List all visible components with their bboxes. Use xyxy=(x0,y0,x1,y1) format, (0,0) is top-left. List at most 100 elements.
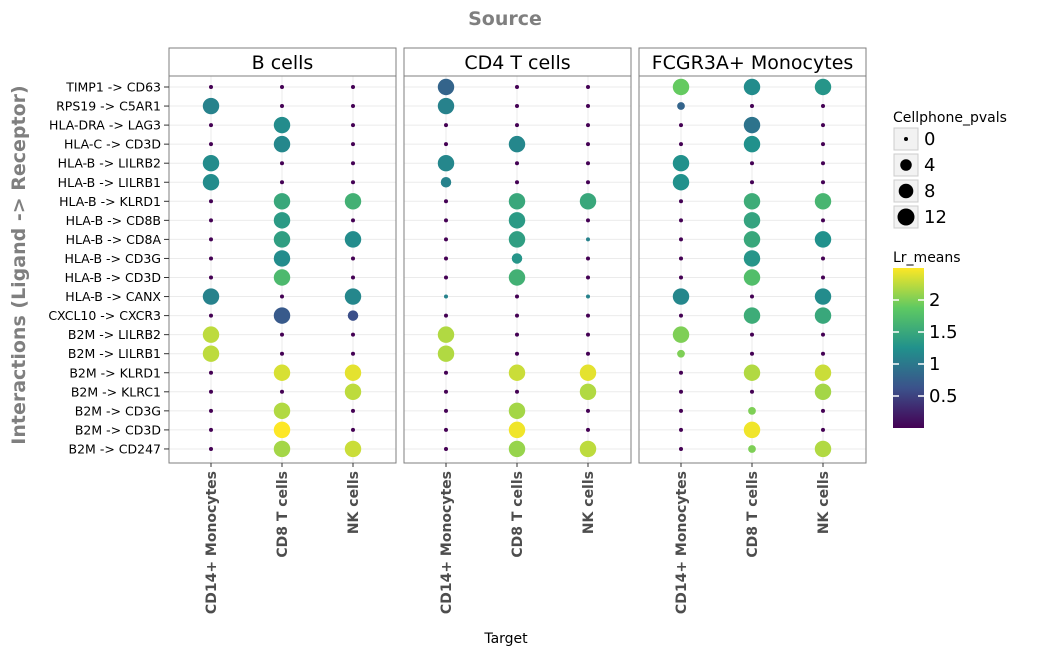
y-tick-label: HLA-B -> KLRD1 xyxy=(59,194,161,209)
data-point xyxy=(344,231,362,248)
data-point xyxy=(743,193,761,210)
data-point xyxy=(344,364,362,381)
data-point xyxy=(586,161,590,166)
data-point xyxy=(515,389,519,394)
data-point xyxy=(202,97,220,115)
data-point xyxy=(743,212,761,229)
y-tick-label: HLA-B -> CD8A xyxy=(66,232,162,247)
y-tick-label: HLA-B -> CD3D xyxy=(65,270,161,285)
data-point xyxy=(679,427,683,432)
data-point xyxy=(202,174,220,191)
colorbar xyxy=(893,268,924,428)
colorbar-tick-label: 2 xyxy=(929,290,940,311)
data-point xyxy=(508,135,526,153)
data-point xyxy=(344,193,362,210)
data-point xyxy=(679,123,683,128)
data-point xyxy=(743,231,761,248)
colorbar-tick-label: 1 xyxy=(929,354,940,375)
data-point xyxy=(743,135,761,153)
data-point xyxy=(280,332,284,337)
data-point xyxy=(273,440,291,458)
data-point xyxy=(679,275,683,280)
x-tick-label: CD14+ Monocytes xyxy=(204,471,220,614)
data-point xyxy=(209,142,213,147)
data-point xyxy=(586,142,590,147)
y-tick-label: HLA-B -> LILRB1 xyxy=(58,175,161,190)
data-point xyxy=(515,351,519,356)
data-point xyxy=(515,104,519,109)
data-point xyxy=(750,104,754,109)
data-point xyxy=(508,193,526,210)
facet-label: B cells xyxy=(252,52,314,74)
y-tick-label: B2M -> CD3D xyxy=(75,422,161,437)
y-tick-label: B2M -> CD3G xyxy=(75,403,161,418)
data-point xyxy=(586,275,590,280)
data-point xyxy=(814,440,832,458)
data-point xyxy=(437,78,455,96)
x-tick-label: NK cells xyxy=(581,471,597,534)
size-legend-label: 12 xyxy=(924,207,947,228)
data-point xyxy=(750,161,754,166)
data-point xyxy=(444,370,448,375)
data-point xyxy=(344,383,362,401)
data-point xyxy=(273,135,291,153)
data-point xyxy=(586,332,590,337)
data-point xyxy=(344,440,362,458)
x-tick-label: CD14+ Monocytes xyxy=(674,471,690,614)
data-point xyxy=(679,313,683,318)
size-legend-label: 0 xyxy=(924,129,935,150)
data-point xyxy=(821,180,825,185)
data-point xyxy=(351,351,355,356)
data-point xyxy=(508,402,526,420)
y-tick-label: B2M -> KLRC1 xyxy=(71,384,161,399)
data-point xyxy=(351,275,355,280)
plot-area: B cells CD14+ Monocytes CD8 T cells NK cell… xyxy=(48,47,867,614)
data-point xyxy=(679,370,683,375)
data-point xyxy=(347,310,359,321)
data-point xyxy=(437,154,455,172)
data-point xyxy=(280,351,284,356)
data-point xyxy=(508,269,526,286)
size-legend-dot xyxy=(897,208,915,226)
data-point xyxy=(821,104,825,109)
y-tick-label: B2M -> KLRD1 xyxy=(69,365,161,380)
data-point xyxy=(748,445,756,453)
data-point xyxy=(586,104,590,109)
data-point xyxy=(209,237,213,242)
data-point xyxy=(508,440,526,458)
data-point xyxy=(280,389,284,394)
data-point xyxy=(280,161,284,166)
x-tick-label: CD14+ Monocytes xyxy=(439,471,455,614)
data-point xyxy=(814,193,832,210)
data-point xyxy=(273,250,291,267)
data-point xyxy=(508,364,526,381)
size-legend-title: Cellphone_pvals xyxy=(893,110,1007,126)
data-point xyxy=(280,180,284,185)
y-tick-label: B2M -> CD247 xyxy=(69,441,161,456)
data-point xyxy=(586,180,590,185)
data-point xyxy=(821,142,825,147)
data-point xyxy=(679,237,683,242)
facet-strip xyxy=(168,47,397,77)
y-tick-label: HLA-B -> CANX xyxy=(65,289,161,304)
data-point xyxy=(444,237,448,242)
data-point xyxy=(814,364,832,381)
data-point xyxy=(579,383,597,401)
data-point xyxy=(351,104,355,109)
data-point xyxy=(515,313,519,318)
data-point xyxy=(273,307,291,324)
data-point xyxy=(743,78,761,96)
data-point xyxy=(743,364,761,381)
data-point xyxy=(202,326,220,343)
data-point xyxy=(679,389,683,394)
data-point xyxy=(679,408,683,413)
y-tick-label: HLA-B -> CD8B xyxy=(66,213,161,228)
data-point xyxy=(743,116,761,134)
data-point xyxy=(821,408,825,413)
data-point xyxy=(586,427,590,432)
data-point xyxy=(814,383,832,401)
data-point xyxy=(209,408,213,413)
data-point xyxy=(679,256,683,261)
x-axis-label: Target xyxy=(483,631,528,647)
